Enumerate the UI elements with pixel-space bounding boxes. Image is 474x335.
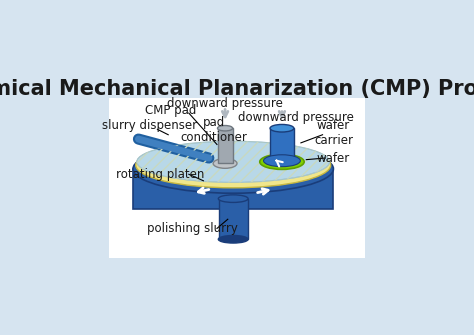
Text: wafer
carrier: wafer carrier — [314, 119, 353, 147]
Ellipse shape — [213, 158, 237, 168]
Text: downward pressure: downward pressure — [237, 111, 354, 124]
Text: rotating platen: rotating platen — [116, 168, 204, 181]
Bar — [218, 128, 233, 163]
Ellipse shape — [218, 126, 233, 131]
Ellipse shape — [136, 142, 331, 188]
Bar — [109, 98, 365, 258]
Bar — [219, 199, 248, 239]
Ellipse shape — [137, 141, 329, 182]
FancyBboxPatch shape — [133, 169, 333, 209]
Ellipse shape — [219, 236, 248, 243]
Text: wafer: wafer — [317, 151, 350, 164]
Ellipse shape — [260, 154, 304, 170]
Text: polishing slurry: polishing slurry — [147, 222, 238, 235]
Ellipse shape — [270, 124, 294, 132]
Text: Chemical Mechanical Planarization (CMP) Process: Chemical Mechanical Planarization (CMP) … — [0, 79, 474, 99]
Bar — [270, 128, 294, 161]
Text: pad
conditioner: pad conditioner — [181, 116, 248, 144]
Text: CMP pad: CMP pad — [145, 105, 197, 117]
Text: downward pressure: downward pressure — [167, 97, 283, 110]
Ellipse shape — [133, 144, 333, 193]
Text: slurry dispenser: slurry dispenser — [102, 119, 197, 132]
FancyBboxPatch shape — [109, 77, 365, 98]
Ellipse shape — [219, 195, 248, 202]
Ellipse shape — [264, 155, 301, 167]
